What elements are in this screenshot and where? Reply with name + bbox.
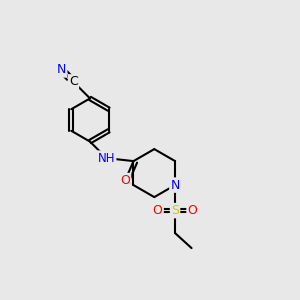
Text: O: O — [120, 174, 130, 187]
Text: N: N — [57, 63, 66, 76]
Text: C: C — [69, 75, 78, 88]
Text: S: S — [171, 204, 179, 217]
Text: NH: NH — [98, 152, 115, 165]
Text: O: O — [153, 204, 163, 217]
Text: N: N — [170, 178, 180, 192]
Text: O: O — [188, 204, 197, 217]
